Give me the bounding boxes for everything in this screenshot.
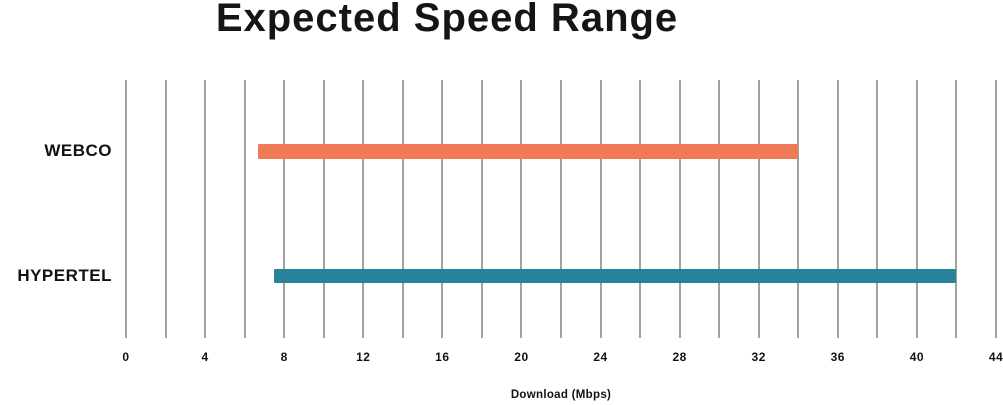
x-tick-label-24: 24 xyxy=(593,350,608,364)
x-tick-label-16: 16 xyxy=(435,350,450,364)
x-tick-label-28: 28 xyxy=(672,350,687,364)
range-bar-hypertel xyxy=(274,269,957,283)
gridline-x-26 xyxy=(639,80,642,338)
gridline-x-6 xyxy=(243,80,246,338)
gridline-x-10 xyxy=(322,80,325,338)
category-label-hypertel: HYPERTEL xyxy=(17,266,112,285)
gridline-x-38 xyxy=(876,80,879,338)
chart-title: Expected Speed Range xyxy=(215,0,679,40)
gridline-x-0 xyxy=(125,80,127,338)
gridline-x-22 xyxy=(560,80,562,338)
gridline-x-36 xyxy=(836,80,839,338)
gridline-x-14 xyxy=(401,80,404,338)
x-tick-label-12: 12 xyxy=(356,350,371,364)
gridline-x-34 xyxy=(797,80,800,338)
gridline-x-12 xyxy=(362,80,365,338)
x-tick-label-32: 32 xyxy=(751,350,766,364)
x-axis-title: Download (Mbps) xyxy=(510,389,612,401)
x-tick-label-36: 36 xyxy=(830,350,845,364)
gridline-x-44 xyxy=(995,80,997,338)
gridline-x-8 xyxy=(283,80,286,338)
gridline-x-16 xyxy=(441,80,444,338)
gridline-x-28 xyxy=(678,80,681,338)
gridline-x-2 xyxy=(164,80,167,338)
x-tick-label-20: 20 xyxy=(514,350,529,364)
x-tick-label-0: 0 xyxy=(122,350,130,364)
x-tick-label-8: 8 xyxy=(280,350,288,364)
gridline-x-4 xyxy=(204,80,207,338)
x-tick-label-4: 4 xyxy=(201,350,209,364)
gridline-x-32 xyxy=(757,80,760,338)
gridline-x-40 xyxy=(915,80,918,338)
gridline-x-24 xyxy=(599,80,602,338)
gridline-x-42 xyxy=(955,80,958,338)
x-tick-label-40: 40 xyxy=(909,350,925,364)
gridline-x-18 xyxy=(480,80,483,338)
category-label-webco: WEBCO xyxy=(44,141,112,160)
range-bar-webco xyxy=(258,143,799,159)
x-tick-label-44: 44 xyxy=(988,350,1003,364)
gridline-x-30 xyxy=(718,80,721,338)
gridline-x-20 xyxy=(520,80,523,338)
